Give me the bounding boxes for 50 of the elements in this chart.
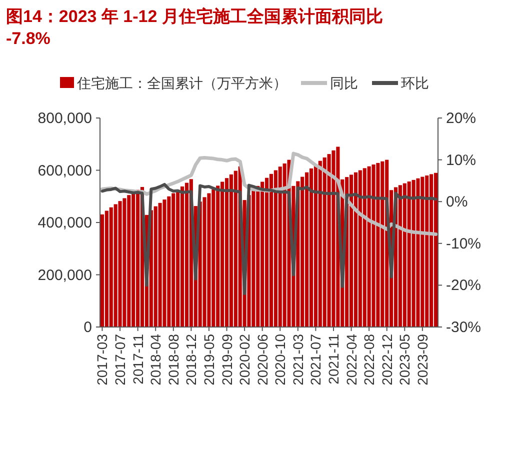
- bar: [269, 174, 274, 327]
- x-tick-label: 2022-04: [343, 334, 360, 386]
- y2-tick-label: 0%: [446, 194, 468, 211]
- x-tick-label: 2018-08: [165, 334, 182, 386]
- legend-label: 环比: [401, 75, 429, 91]
- x-tick-label: 2022-08: [361, 334, 378, 386]
- bar: [224, 178, 229, 327]
- x-tick-label: 2022-12: [378, 334, 395, 386]
- x-tick-label: 2023-09: [414, 334, 430, 386]
- y2-tick-label: 10%: [446, 152, 476, 169]
- x-tick-label: 2019-05: [200, 334, 217, 386]
- bar: [184, 182, 189, 327]
- x-tick-label: 2017-07: [112, 334, 128, 386]
- x-tick-label: 2018-12: [183, 334, 200, 386]
- bar: [416, 178, 420, 327]
- bar: [264, 178, 269, 327]
- x-tick-label: 2023-05: [396, 334, 413, 386]
- y2-tick-label: -30%: [446, 319, 482, 336]
- bar: [332, 150, 336, 327]
- x-tick-label: 2021-07: [308, 334, 324, 386]
- bar: [349, 174, 354, 327]
- y-tick-label: 400,000: [38, 214, 92, 232]
- bar: [180, 186, 184, 327]
- x-tick-label: 2020-06: [254, 334, 270, 386]
- y2-tick-label: -10%: [446, 235, 482, 252]
- y-tick-label: 800,000: [38, 110, 92, 127]
- bar: [434, 172, 438, 327]
- x-tick-label: 2019-09: [218, 334, 235, 386]
- y2-tick-label: -20%: [446, 277, 482, 294]
- y-tick-label: 200,000: [38, 266, 92, 284]
- x-tick-label: 2021-03: [290, 334, 306, 386]
- legend-label: 同比: [330, 75, 358, 91]
- bar: [202, 197, 206, 327]
- bar: [162, 200, 166, 327]
- x-tick-label: 2021-11: [325, 334, 342, 384]
- x-tick-label: 2020-10: [272, 334, 288, 386]
- x-tick-label: 2020-02: [236, 334, 253, 386]
- x-tick-label: 2018-04: [148, 334, 164, 386]
- bar: [354, 172, 358, 327]
- chart-title: 图14：2023 年 1-12 月住宅施工全国累计面积同比-7.8%: [6, 7, 383, 48]
- bar: [309, 168, 314, 327]
- y-tick-label: 600,000: [38, 162, 92, 180]
- bar: [118, 201, 122, 327]
- bar: [100, 214, 104, 327]
- y2-tick-label: 20%: [446, 110, 476, 127]
- bar: [372, 164, 376, 327]
- x-tick-label: 2017-11: [130, 334, 146, 384]
- y-tick-label: 0: [84, 319, 92, 336]
- x-tick-label: 2017-03: [94, 334, 110, 386]
- legend-label: 住宅施工：全国累计（万平方米）: [76, 75, 287, 91]
